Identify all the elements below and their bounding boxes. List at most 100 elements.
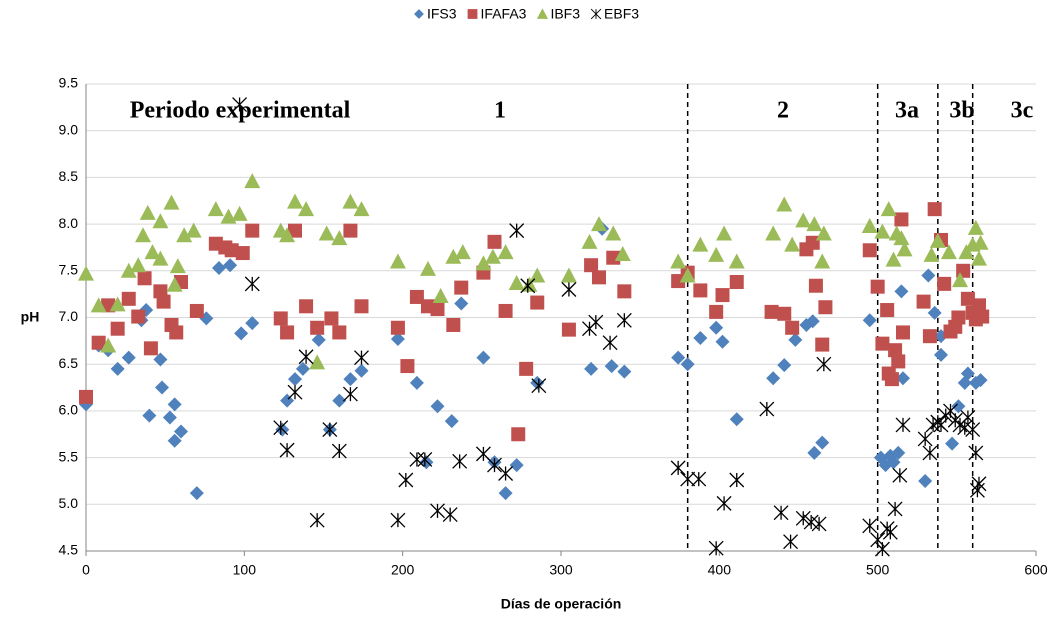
point	[167, 433, 182, 448]
point	[519, 361, 534, 376]
point	[509, 223, 525, 239]
point	[880, 303, 895, 318]
period-label: 1	[494, 98, 506, 124]
point	[960, 366, 975, 381]
point	[342, 386, 358, 402]
series	[79, 221, 988, 501]
point	[143, 341, 158, 356]
y-tick-label: 7.0	[59, 308, 79, 324]
point	[875, 336, 890, 351]
point	[299, 299, 314, 314]
point	[417, 452, 433, 467]
point	[891, 354, 906, 369]
point	[967, 219, 984, 235]
y-tick-label: 7.5	[59, 262, 79, 278]
point	[207, 201, 224, 217]
point	[616, 312, 632, 328]
legend: IFS3 IFAFA3 IBF3 EBF3	[414, 6, 639, 22]
legend-label: IBF3	[550, 6, 580, 22]
point	[279, 442, 295, 458]
point	[454, 244, 471, 260]
point	[617, 284, 632, 299]
x-tick-label: 600	[1024, 562, 1048, 578]
point	[888, 343, 903, 358]
point	[430, 503, 445, 519]
point	[354, 350, 369, 366]
point	[287, 384, 303, 400]
point	[343, 372, 358, 387]
legend-label: IFS3	[427, 6, 457, 22]
point	[139, 204, 156, 220]
x-tick-label: 500	[866, 562, 890, 578]
point	[765, 225, 782, 241]
point	[331, 230, 348, 246]
point	[167, 397, 182, 412]
point	[131, 309, 146, 324]
point	[808, 278, 823, 293]
point	[614, 245, 631, 261]
point	[235, 246, 250, 261]
point	[487, 234, 502, 249]
point	[606, 250, 621, 265]
legend-label: EBF3	[604, 6, 639, 22]
point	[390, 320, 405, 335]
point	[917, 431, 933, 447]
point	[509, 458, 524, 473]
point	[409, 289, 424, 304]
point	[487, 457, 502, 473]
point	[894, 212, 909, 227]
point	[716, 495, 732, 511]
point	[432, 288, 449, 304]
point	[318, 225, 335, 241]
point	[342, 193, 359, 209]
y-tick-label: 8.5	[59, 168, 79, 184]
point	[960, 409, 976, 425]
point	[862, 313, 877, 328]
point	[166, 276, 183, 292]
point	[691, 471, 707, 487]
point	[895, 417, 911, 433]
point	[287, 193, 303, 209]
point	[508, 274, 525, 290]
point	[887, 501, 903, 517]
point	[693, 283, 708, 298]
point	[162, 410, 177, 425]
point	[922, 329, 937, 344]
point	[922, 445, 938, 461]
point	[896, 325, 910, 340]
point	[886, 455, 901, 470]
point	[715, 334, 730, 349]
point	[273, 420, 289, 436]
point	[343, 223, 358, 238]
point	[311, 332, 326, 347]
point	[442, 507, 458, 523]
y-tick-label: 4.5	[59, 542, 79, 558]
point	[584, 361, 599, 376]
period-label: 2	[777, 98, 789, 124]
point	[331, 443, 347, 459]
point	[604, 359, 619, 374]
point	[78, 265, 94, 281]
point	[795, 510, 811, 526]
point	[156, 294, 171, 309]
point	[444, 414, 459, 429]
x-axis-label: Días de operación	[501, 596, 622, 612]
point	[973, 373, 988, 388]
point	[937, 276, 952, 291]
point	[409, 375, 424, 390]
legend-marker	[414, 9, 424, 19]
point	[805, 314, 820, 329]
point	[430, 302, 445, 317]
point	[972, 298, 986, 313]
point	[709, 320, 724, 335]
point	[310, 320, 325, 335]
point	[891, 445, 906, 460]
point	[777, 358, 792, 373]
point	[929, 232, 946, 248]
point	[588, 314, 604, 330]
legend-label: IFAFA3	[481, 6, 527, 22]
point	[884, 372, 899, 387]
point	[169, 325, 184, 340]
point	[862, 518, 878, 534]
point	[280, 325, 295, 340]
